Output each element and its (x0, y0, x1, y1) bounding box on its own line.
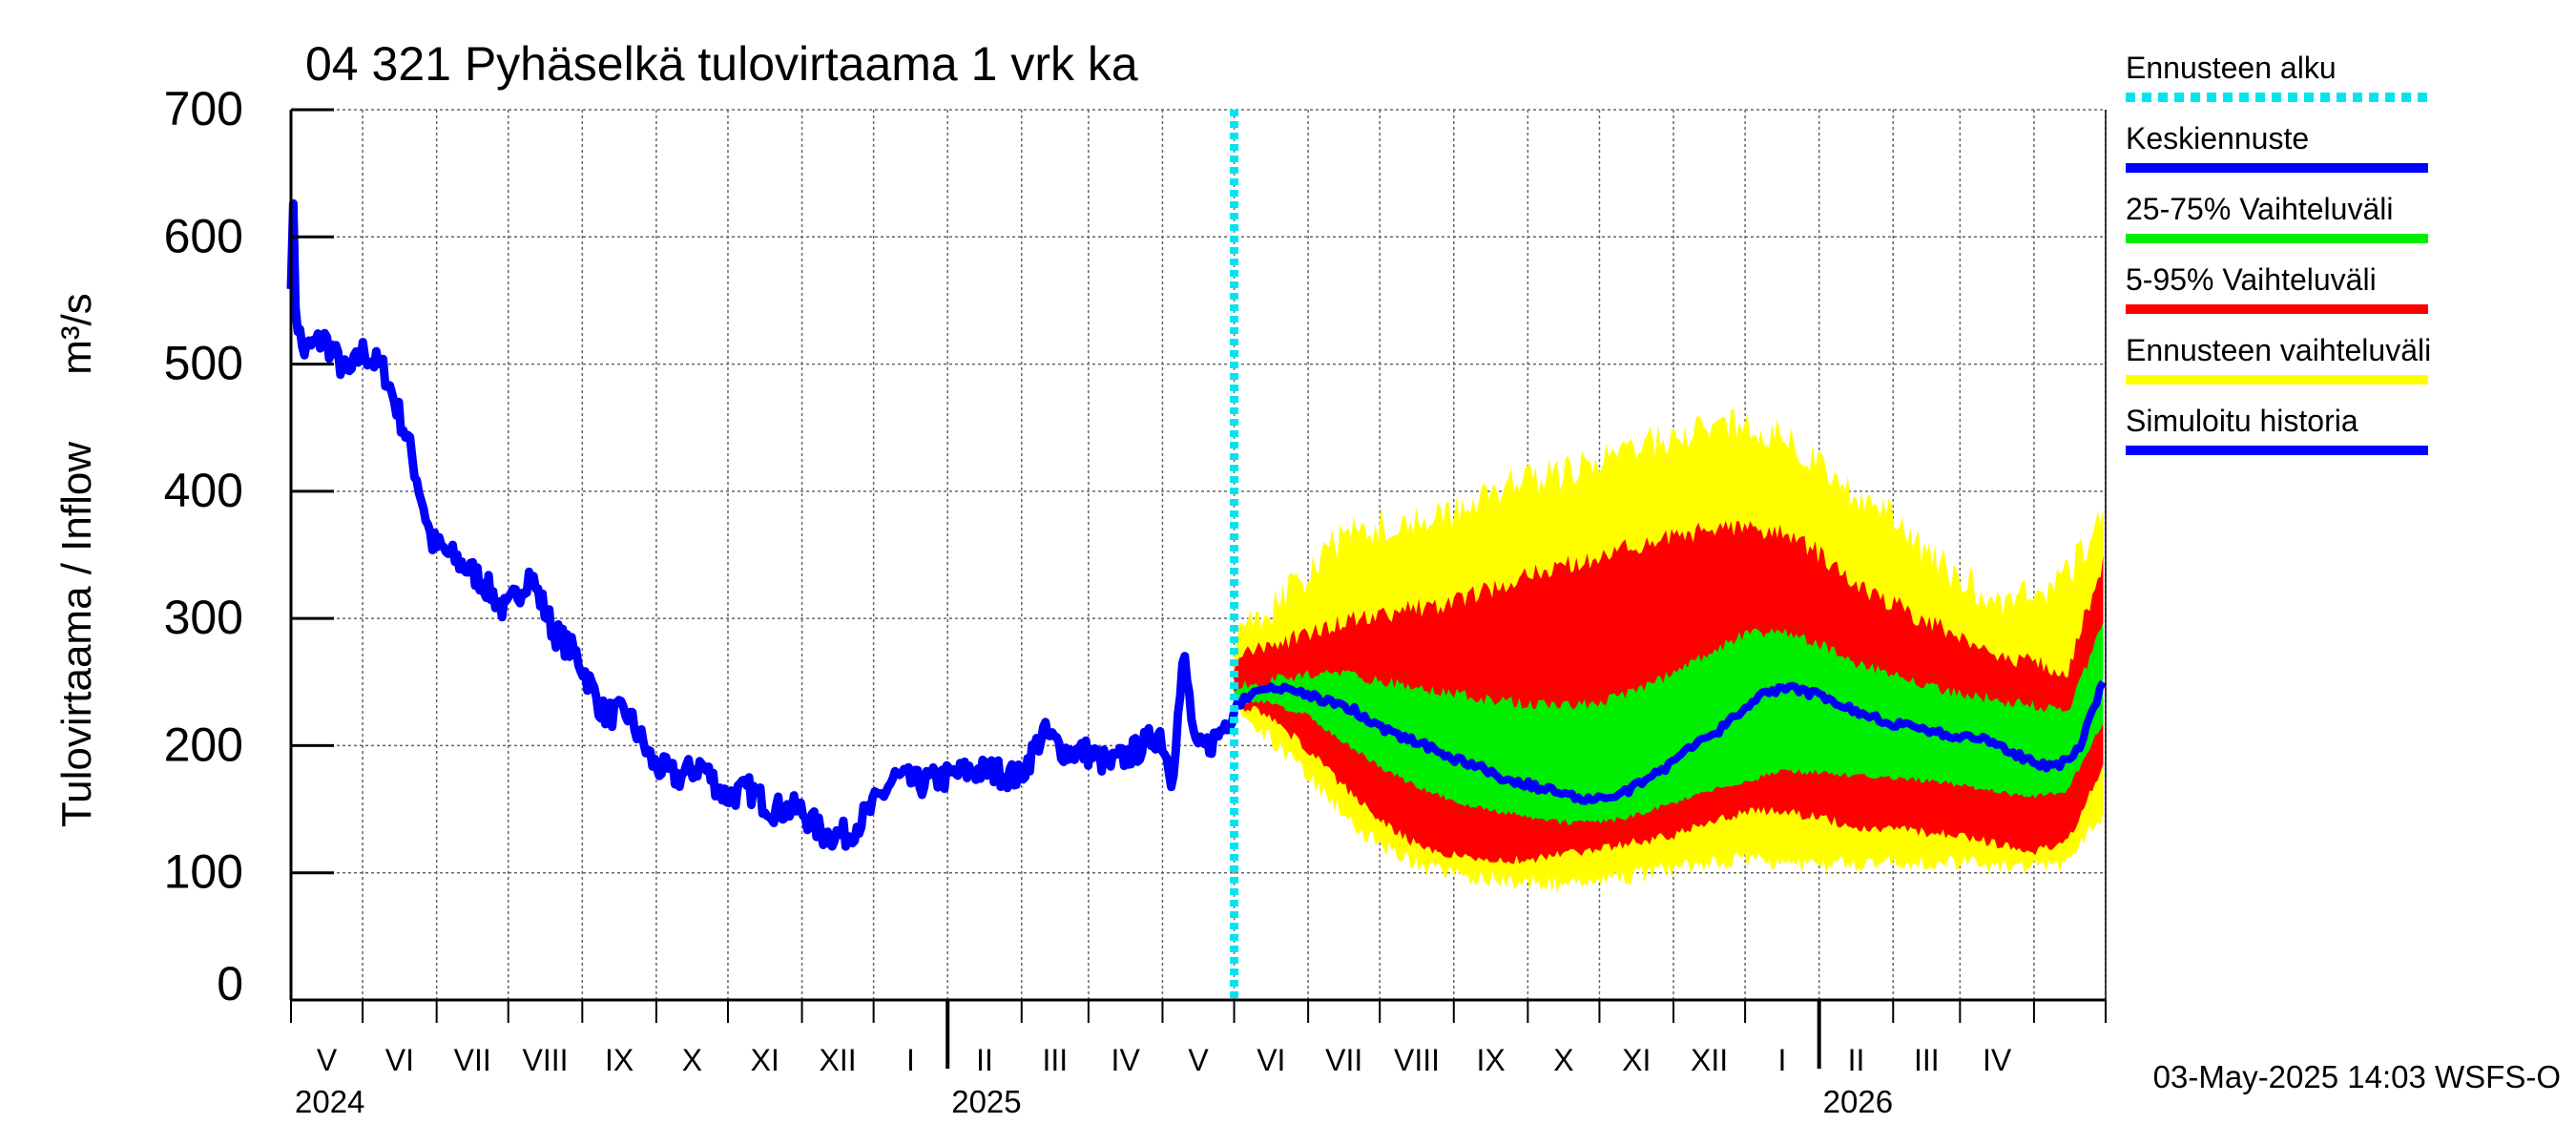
year-label: 2026 (1823, 1084, 1893, 1119)
y-tick-label: 400 (164, 464, 243, 517)
axes (289, 108, 2107, 1069)
band-25-75-vaihteluv-li (1234, 622, 2104, 825)
month-label: XII (820, 1043, 857, 1077)
month-label: IV (1111, 1043, 1141, 1077)
y-tick-label: 100 (164, 845, 243, 899)
y-axis-unit: m³/s (53, 293, 100, 375)
legend-label: 25-75% Vaihteluväli (2126, 192, 2393, 226)
month-label: VIII (1394, 1043, 1440, 1077)
month-label: VIII (523, 1043, 569, 1077)
month-label: IX (1476, 1043, 1505, 1077)
series (286, 110, 2107, 1000)
month-label: X (682, 1043, 702, 1077)
y-tick-label: 500 (164, 337, 243, 390)
chart-title: 04 321 Pyhäselkä tulovirtaama 1 vrk ka (305, 37, 1138, 91)
bands (1234, 408, 2104, 894)
month-label: XI (1622, 1043, 1651, 1077)
month-label: II (976, 1043, 993, 1077)
year-label: 2024 (295, 1084, 364, 1119)
month-label: XI (751, 1043, 779, 1077)
footer-timestamp: 03-May-2025 14:03 WSFS-O (2153, 1059, 2561, 1094)
month-label: II (1848, 1043, 1865, 1077)
month-label: IX (605, 1043, 634, 1077)
month-label: IV (1983, 1043, 2012, 1077)
y-tick-label: 700 (164, 82, 243, 135)
month-label: I (906, 1043, 915, 1077)
series-line-simuloitu-historia (286, 198, 1238, 851)
legend-label: Ennusteen vaihteluväli (2126, 333, 2431, 367)
month-label: VI (385, 1043, 414, 1077)
series-line-keskiennuste (1230, 679, 2107, 805)
month-label: I (1777, 1043, 1786, 1077)
year-label: 2025 (951, 1084, 1021, 1119)
y-tick-label: 200 (164, 718, 243, 771)
month-label: XII (1691, 1043, 1728, 1077)
month-label: VII (454, 1043, 491, 1077)
legend-label: Ennusteen alku (2126, 51, 2337, 85)
y-tick-label: 0 (217, 957, 243, 1010)
legend-label: Simuloitu historia (2126, 404, 2358, 438)
month-label: III (1043, 1043, 1069, 1077)
month-label: V (317, 1043, 338, 1077)
month-label: VII (1325, 1043, 1362, 1077)
legend: Ennusteen alku Keskiennuste 25-75% Vaihtel… (2126, 51, 2431, 455)
legend-label: Keskiennuste (2126, 121, 2309, 156)
month-label: VI (1257, 1043, 1285, 1077)
y-axis-label: Tulovirtaama / Inflow (53, 442, 100, 828)
month-label: V (1188, 1043, 1209, 1077)
month-label: X (1553, 1043, 1573, 1077)
y-tick-label: 300 (164, 591, 243, 644)
month-label: III (1914, 1043, 1940, 1077)
legend-label: 5-95% Vaihteluväli (2126, 262, 2377, 297)
y-tick-label: 600 (164, 209, 243, 262)
